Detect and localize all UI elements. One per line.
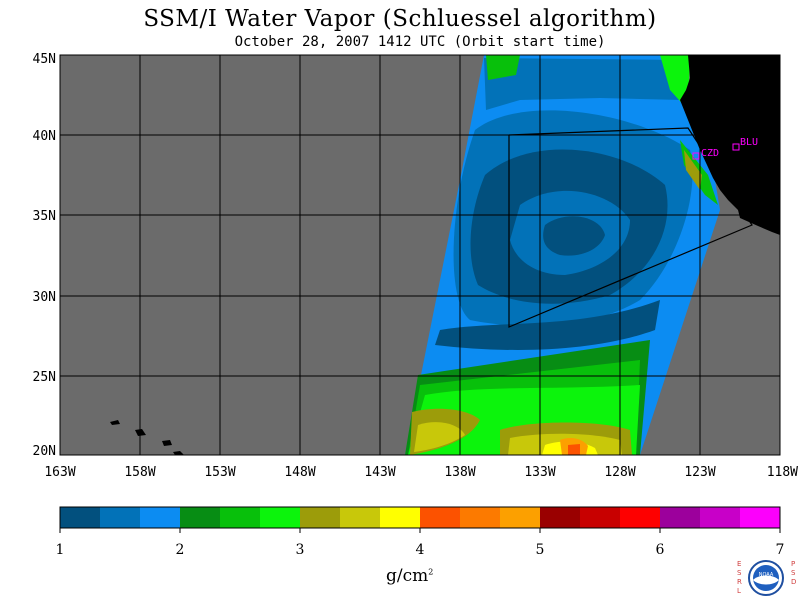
colorbar-swatch (420, 507, 461, 528)
colorbar-swatch (740, 507, 781, 528)
colorbar-tick-label: 7 (776, 542, 785, 558)
lat-label: 35N (33, 209, 56, 224)
lon-label: 133W (524, 465, 555, 480)
noaa-text: NOAA (759, 572, 774, 578)
colorbar-tick-label: 6 (656, 542, 665, 558)
hawaii-islands (110, 420, 120, 425)
land-north-america (680, 55, 780, 235)
lat-label: 20N (33, 444, 56, 459)
lat-label: 30N (33, 290, 56, 305)
colorbar-swatch (180, 507, 221, 528)
colorbar-swatch (140, 507, 181, 528)
lon-label: 138W (444, 465, 475, 480)
study-region-outline (508, 127, 753, 328)
colorbar-swatch (340, 507, 381, 528)
map-subtitle: October 28, 2007 1412 UTC (Orbit start t… (234, 34, 606, 50)
colorbar-swatch (60, 507, 101, 528)
colorbar-swatch (380, 507, 421, 528)
svg-text:CZD: CZD (701, 148, 719, 159)
colorbar-swatch (500, 507, 541, 528)
colorbar-tick-label: 1 (56, 542, 65, 558)
colorbar-unit: g/cm2 (386, 566, 434, 586)
colorbar-swatch (300, 507, 341, 528)
longitude-labels: 163W 158W 153W 148W 143W 138W 133W 128W 123W 118W (44, 465, 798, 480)
water-vapor-swath (60, 55, 780, 455)
lon-label: 143W (364, 465, 395, 480)
lat-label: 25N (33, 370, 56, 385)
colorbar-tick-label: 3 (296, 542, 305, 558)
colorbar (59, 506, 781, 529)
colorbar-swatch (620, 507, 661, 528)
latitude-labels: 45N 40N 35N 30N 25N 20N (33, 52, 56, 459)
lon-label: 163W (44, 465, 75, 480)
lon-label: 153W (204, 465, 235, 480)
lat-label: 45N (33, 52, 56, 67)
colorbar-swatch (700, 507, 741, 528)
lon-label: 128W (604, 465, 635, 480)
colorbar-swatch (100, 507, 141, 528)
colorbar-tick-label: 4 (416, 542, 425, 558)
colorbar-swatch (260, 507, 301, 528)
colorbar-swatch (580, 507, 621, 528)
colorbar-swatch (540, 507, 581, 528)
svg-text:BLU: BLU (740, 137, 758, 148)
lon-label: 123W (684, 465, 715, 480)
lon-label: 148W (284, 465, 315, 480)
colorbar-swatch (220, 507, 261, 528)
colorbar-swatch (460, 507, 501, 528)
lon-label: 118W (767, 465, 798, 480)
map-title: SSM/I Water Vapor (Schluessel algorithm) (143, 6, 657, 32)
colorbar-tick-labels: 1 2 3 4 5 6 7 (56, 528, 785, 558)
colorbar-tick-label: 2 (176, 542, 185, 558)
lat-label: 40N (33, 129, 56, 144)
station-blu: BLU (732, 137, 758, 151)
colorbar-tick-label: 5 (536, 542, 545, 558)
station-czd: CZD (692, 148, 719, 160)
lon-label: 158W (124, 465, 155, 480)
map-graticule (60, 55, 780, 455)
colorbar-swatch (660, 507, 701, 528)
